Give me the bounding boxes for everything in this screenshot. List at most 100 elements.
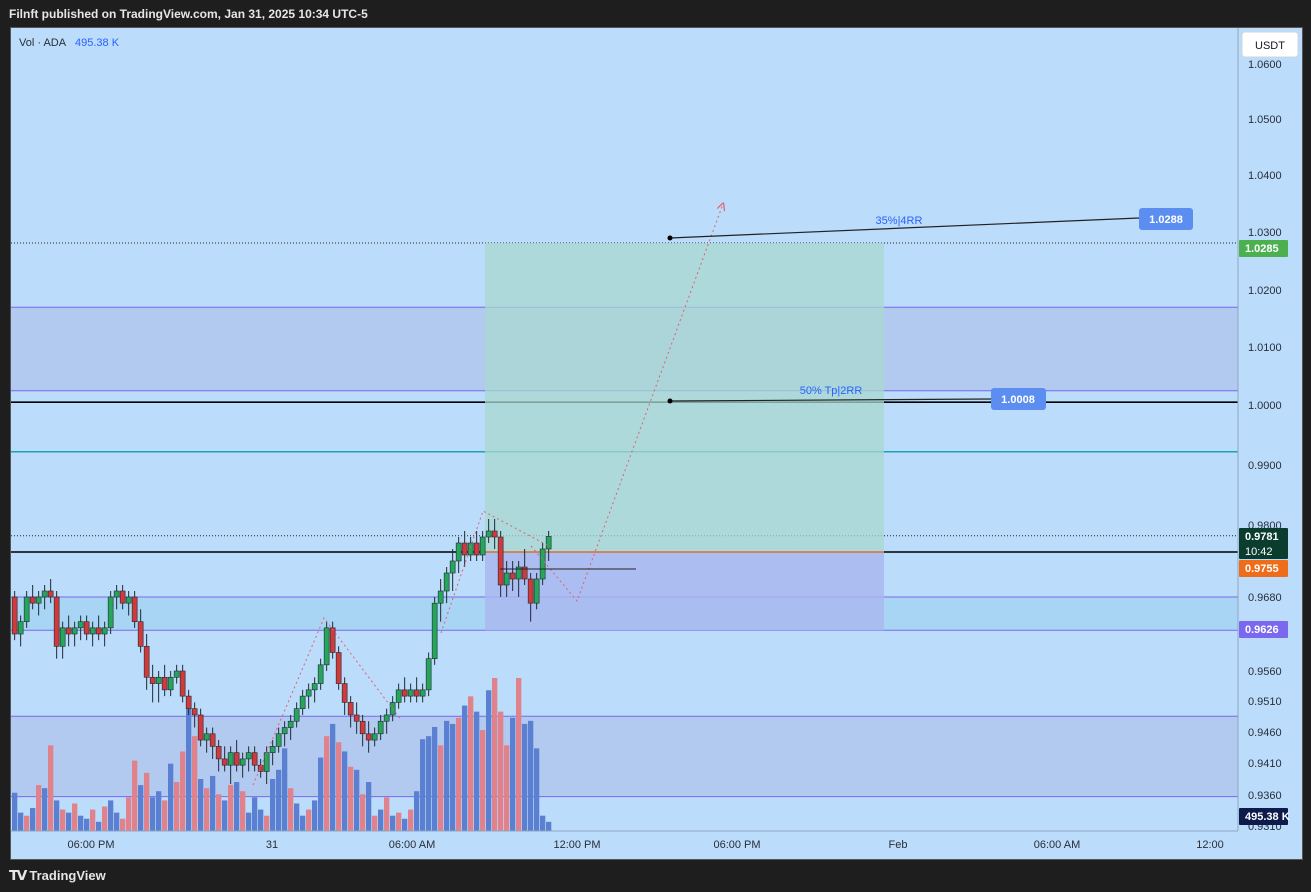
volume-bar (108, 800, 114, 831)
candle-body (299, 695, 306, 709)
tp4-anchor-dot (667, 235, 673, 241)
y-tick-label: 1.0000 (1248, 400, 1282, 412)
volume-bar (72, 803, 78, 831)
tradingview-logo[interactable]: 𝗧𝗩 TradingView (9, 867, 106, 883)
price-badge-volume (1239, 808, 1288, 825)
volume-bar (510, 717, 516, 831)
price-axis[interactable] (1238, 28, 1302, 831)
candle-body (347, 702, 354, 716)
currency-button[interactable]: USDT (1241, 31, 1299, 58)
candle-body (101, 627, 108, 635)
candle-body (83, 621, 90, 635)
candle-body (323, 627, 330, 666)
candle-body (305, 689, 312, 697)
volume-bar (66, 812, 72, 831)
volume-bar (114, 812, 120, 831)
volume-bar (462, 705, 468, 831)
volume-bar (288, 788, 294, 831)
volume-bar (204, 788, 210, 831)
x-tick-label: 06:00 AM (1034, 839, 1080, 851)
volume-bar (282, 748, 288, 831)
candle-body (59, 627, 66, 647)
candle-body (503, 572, 510, 586)
candle-body (425, 658, 432, 691)
candle-body (245, 752, 252, 760)
candle-body (437, 590, 444, 604)
volume-bar (294, 803, 300, 831)
candle-body (461, 542, 468, 556)
volume-bar (300, 815, 306, 831)
candle-body (443, 572, 450, 592)
stop-zone (485, 552, 884, 631)
tp4-price-text: 1.0288 (1149, 214, 1183, 226)
volume-bar (480, 730, 486, 831)
volume-bar (390, 815, 396, 831)
candle-body (209, 733, 216, 747)
tp2-price-text: 1.0008 (1001, 394, 1035, 406)
volume-bar (186, 705, 192, 831)
volume-bar (342, 751, 348, 831)
candle-body (383, 714, 390, 722)
volume-bar (192, 736, 198, 831)
candle-body (11, 596, 18, 635)
y-tick-label: 0.9360 (1248, 790, 1282, 802)
candle-body (149, 676, 156, 684)
chart-svg[interactable]: 35%|4RR 1.0288 50% Tp|2RR 1.0008 1.0600 1.05… (11, 28, 1302, 859)
volume-bar (522, 723, 528, 831)
candle-body (161, 676, 168, 691)
candle-body (377, 720, 384, 735)
legend-value: 495.38 K (75, 37, 120, 49)
volume-bar (336, 742, 342, 831)
volume-bar (258, 809, 264, 831)
candle-body (407, 689, 414, 697)
y-tick-label: 0.9460 (1248, 727, 1282, 739)
volume-bar (498, 711, 504, 831)
y-tick-label: 0.9510 (1248, 696, 1282, 708)
volume-bar (174, 782, 180, 831)
candle-body (89, 627, 96, 635)
volume-bar (354, 769, 360, 831)
volume-bar (222, 800, 228, 831)
candle-body (257, 764, 264, 772)
volume-bar (84, 818, 90, 831)
publish-header: Filnft published on TradingView.com, Jan… (0, 0, 1311, 27)
volume-bar (492, 678, 498, 831)
y-tick-label: 1.0100 (1248, 342, 1282, 354)
volume-bar (504, 745, 510, 831)
volume-bar (120, 818, 126, 831)
volume-bar (36, 785, 42, 831)
candle-body (53, 596, 60, 647)
price-badge-value: 495.38 K (1245, 811, 1290, 823)
candle-body (311, 683, 318, 691)
y-tick-label: 1.0200 (1248, 285, 1282, 297)
candle-body (539, 548, 546, 580)
candle-body (467, 542, 474, 556)
candle-body (191, 708, 198, 716)
candle-body (233, 752, 240, 766)
candle-body (413, 689, 420, 697)
candle-body (185, 695, 192, 709)
candle-body (353, 714, 360, 722)
candle-body (251, 752, 258, 766)
price-badges: 1.0285 0.9781 10:42 0.9755 0.9626 495.38 K (1239, 240, 1290, 825)
drawings-layer: 35%|4RR 1.0288 50% Tp|2RR 1.0008 (252, 204, 1193, 786)
x-tick-label: 06:00 PM (713, 839, 760, 851)
volume-bar (90, 809, 96, 831)
chart-frame[interactable]: 35%|4RR 1.0288 50% Tp|2RR 1.0008 1.0600 1.05… (10, 27, 1303, 860)
volume-bar (144, 772, 150, 831)
y-tick-label: 1.0600 (1248, 59, 1282, 71)
y-tick-label: 0.9680 (1248, 592, 1282, 604)
volume-bar (264, 815, 270, 831)
candle-body (119, 590, 126, 604)
volume-bar (96, 821, 102, 831)
price-badge-last (1239, 528, 1288, 559)
y-tick-label: 1.0400 (1248, 170, 1282, 182)
volume-bar (240, 791, 246, 831)
volume-bar (102, 806, 108, 831)
candle-body (335, 652, 342, 684)
y-tick-label: 0.9410 (1248, 758, 1282, 770)
y-tick-label: 0.9900 (1248, 460, 1282, 472)
volume-bar (402, 818, 408, 831)
volume-bar (276, 769, 282, 831)
y-tick-label: 1.0500 (1248, 114, 1282, 126)
